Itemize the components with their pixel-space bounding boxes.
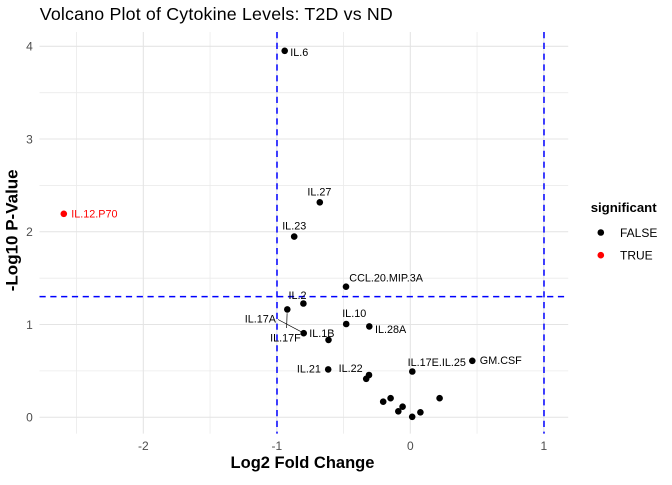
svg-text:IL.10: IL.10 — [342, 308, 366, 320]
svg-text:0: 0 — [407, 439, 414, 453]
svg-text:IL.6: IL.6 — [290, 47, 308, 59]
svg-text:CCL.20.MIP.3A: CCL.20.MIP.3A — [349, 273, 423, 285]
svg-text:Volcano Plot of Cytokine Level: Volcano Plot of Cytokine Levels: T2D vs … — [40, 4, 393, 24]
svg-text:Log2 Fold Change: Log2 Fold Change — [231, 454, 375, 472]
svg-text:-1: -1 — [271, 439, 282, 453]
svg-text:IL.22: IL.22 — [339, 363, 363, 375]
svg-text:0: 0 — [26, 411, 33, 425]
svg-text:-2: -2 — [138, 439, 149, 453]
svg-text:IL.2: IL.2 — [288, 290, 306, 302]
svg-text:4: 4 — [26, 40, 33, 54]
svg-text:GM.CSF: GM.CSF — [480, 355, 522, 367]
svg-text:FALSE: FALSE — [620, 226, 657, 240]
svg-text:IL.17A: IL.17A — [245, 313, 277, 325]
svg-text:1: 1 — [26, 318, 33, 332]
svg-text:IL.28A: IL.28A — [375, 324, 407, 336]
svg-text:significant: significant — [591, 200, 658, 215]
svg-text:IL.17E.IL.25: IL.17E.IL.25 — [408, 357, 466, 369]
svg-text:IL.1B: IL.1B — [309, 328, 334, 340]
svg-text:IL.17F: IL.17F — [270, 333, 301, 345]
svg-text:IL.23: IL.23 — [282, 221, 306, 233]
svg-text:IL.21: IL.21 — [297, 363, 321, 375]
svg-text:2: 2 — [26, 225, 33, 239]
svg-text:-Log10 P-Value: -Log10 P-Value — [3, 169, 22, 291]
svg-text:IL.12.P70: IL.12.P70 — [71, 209, 117, 221]
svg-text:TRUE: TRUE — [620, 249, 653, 263]
svg-text:3: 3 — [26, 132, 33, 146]
svg-text:IL.27: IL.27 — [307, 187, 331, 199]
svg-text:1: 1 — [540, 439, 547, 453]
